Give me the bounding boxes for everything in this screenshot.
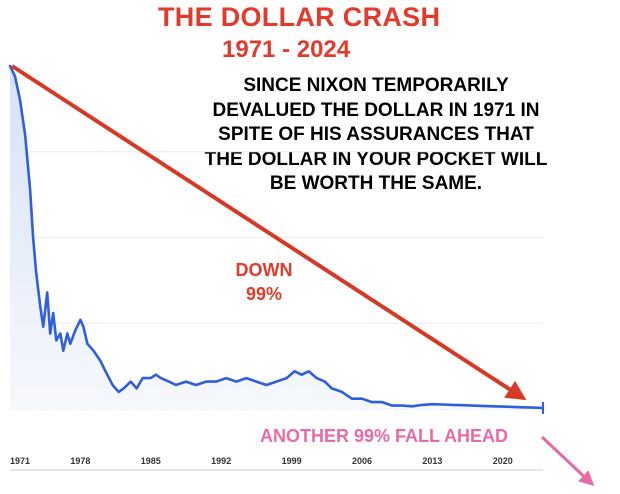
x-tick-label: 1999 (282, 456, 302, 466)
series-line (8, 64, 545, 410)
annotation-line: THE DOLLAR IN YOUR POCKET WILL (204, 148, 548, 170)
annotation-text: SINCE NIXON TEMPORARILY DEVALUED THE DOL… (176, 74, 576, 197)
annotation-line: SPITE OF HIS ASSURANCES THAT (218, 124, 534, 145)
x-tick-label: 2020 (493, 456, 513, 466)
x-tick-label: 2006 (352, 456, 372, 466)
x-tick-label: 2013 (422, 456, 442, 466)
x-tick-labels: 1971 1978 1985 1992 1999 2006 2013 2020 (10, 456, 513, 466)
x-tick-label: 1985 (141, 456, 161, 466)
series-area (10, 66, 543, 409)
x-tick-label: 1978 (70, 456, 90, 466)
down-callout-line1: DOWN (235, 260, 293, 280)
annotation-line: SINCE NIXON TEMPORARILY (243, 75, 509, 96)
x-tick-label: 1992 (211, 456, 231, 466)
down-callout: DOWN 99% (222, 258, 306, 306)
future-fall-arrow (540, 435, 595, 487)
down-callout-line2: 99% (245, 284, 283, 304)
fall-ahead-callout: ANOTHER 99% FALL AHEAD (260, 426, 509, 446)
down-trend-arrow (10, 64, 527, 401)
x-tick-label: 1971 (10, 456, 30, 466)
annotation-line: DEVALUED THE DOLLAR IN 1971 IN (212, 99, 540, 121)
chart-title: THE DOLLAR CRASH (158, 2, 441, 32)
annotation-line: BE WORTH THE SAME. (269, 173, 483, 194)
chart-subtitle: 1971 - 2024 (222, 36, 351, 63)
